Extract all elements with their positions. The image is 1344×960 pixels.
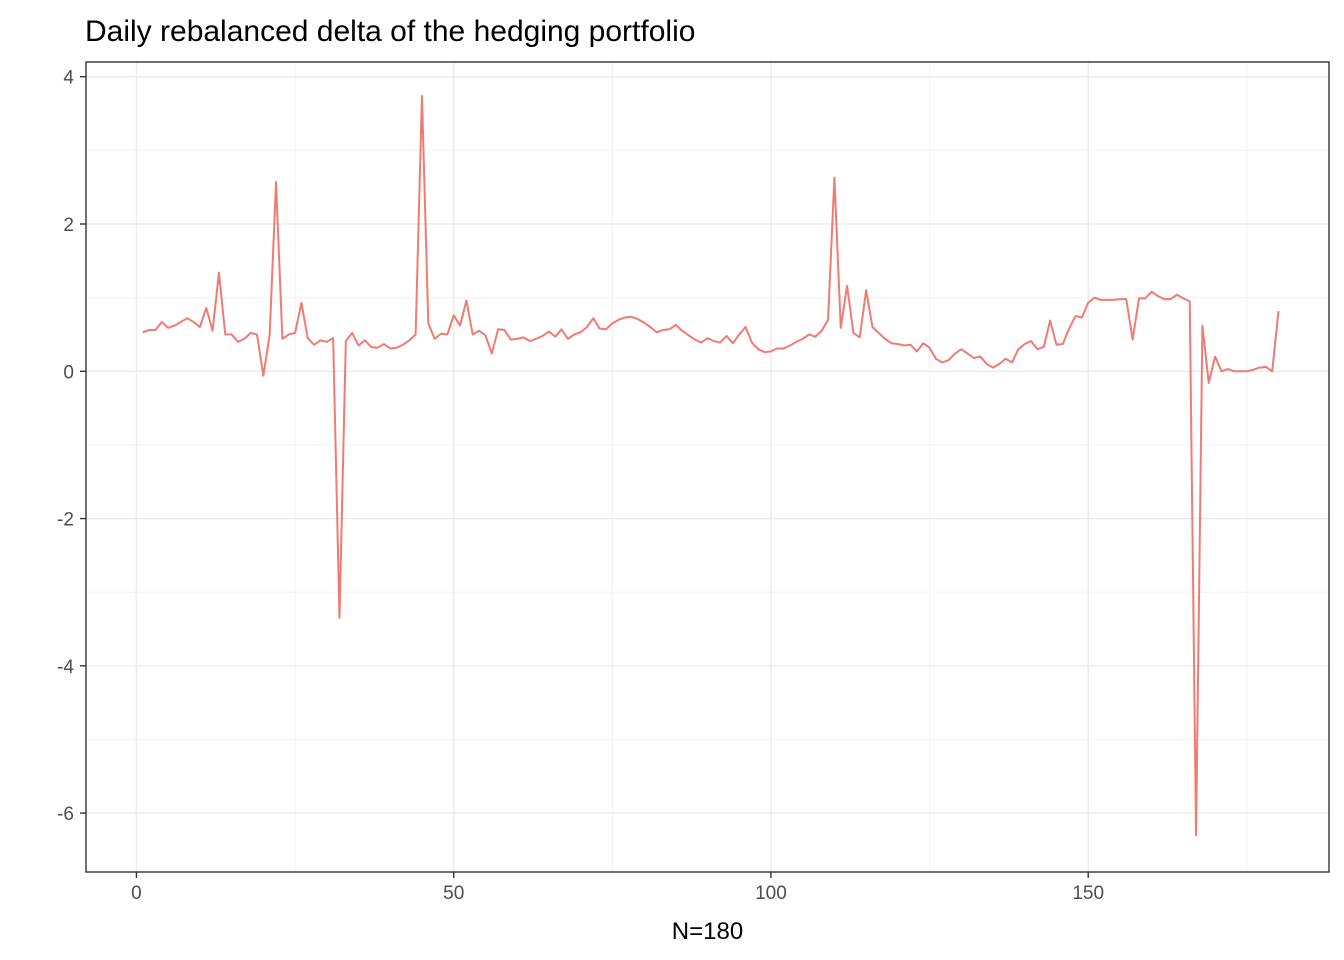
x-tick-label: 50 [443, 883, 464, 904]
y-tick-label: 0 [63, 362, 74, 383]
minor-gridlines [86, 62, 1329, 872]
y-tick-label: -2 [57, 510, 74, 531]
series-line [142, 94, 1280, 837]
plot-panel-border [85, 61, 1330, 873]
chart-title: Daily rebalanced delta of the hedging po… [85, 15, 695, 48]
y-tick-label: 2 [63, 215, 74, 236]
y-tick-label: -4 [57, 657, 74, 678]
y-tick-label: 4 [63, 68, 74, 89]
x-tick-label: 100 [755, 883, 787, 904]
major-gridlines [86, 62, 1329, 872]
x-tick-label: 0 [131, 883, 142, 904]
x-axis-title: N=180 [672, 918, 743, 945]
x-tick-label: 150 [1072, 883, 1104, 904]
y-tick-label: -6 [57, 804, 74, 825]
y-axis: -6 -4 -2 0 2 4 [57, 68, 86, 825]
x-axis: 0 50 100 150 [131, 872, 1104, 904]
series-layer [142, 94, 1280, 837]
